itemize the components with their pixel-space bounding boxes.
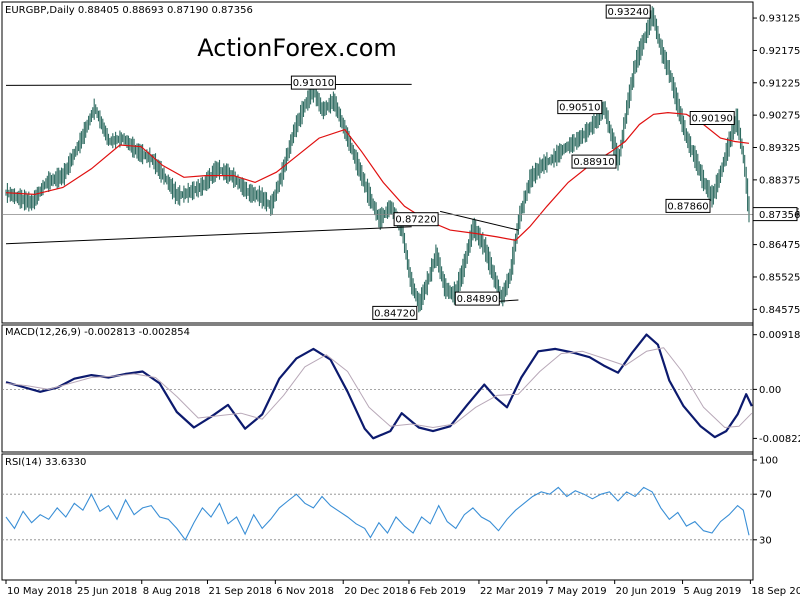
- level-label-box: [393, 212, 439, 227]
- level-label-box: [665, 198, 711, 213]
- level-label-box: [290, 75, 336, 90]
- price-tick-label: 0.90275: [759, 111, 800, 122]
- rsi-tick-label: 70: [759, 490, 772, 501]
- last-price-badge: [752, 207, 798, 222]
- level-label: 0.93240: [608, 7, 649, 18]
- x-tick-label: 21 Sep 2018: [208, 586, 271, 597]
- price-tick-label: 0.85525: [759, 273, 800, 284]
- macd-tick-label: -0.008225: [759, 434, 800, 445]
- x-tick-label: 5 Aug 2019: [684, 586, 742, 597]
- rsi-panel-title: RSI(14) 33.6330: [5, 457, 86, 468]
- x-tick-label: 7 May 2019: [548, 586, 607, 597]
- level-label-box: [557, 100, 603, 115]
- price-tick-label: 0.93125: [759, 14, 800, 25]
- price-tick-label: 0.88375: [759, 175, 800, 186]
- level-label-box: [689, 111, 735, 125]
- level-label-box: [605, 4, 651, 19]
- level-label-box: [372, 305, 418, 320]
- macd-tick-label: 0.009181: [759, 330, 800, 341]
- watermark: ActionForex.com: [197, 34, 397, 62]
- rsi-line: [5, 486, 750, 541]
- level-label: 0.87220: [395, 215, 436, 226]
- trend-line: [5, 83, 412, 86]
- level-label-box: [454, 291, 500, 306]
- price-panel-title: EURGBP,Daily 0.88405 0.88693 0.87190 0.8…: [5, 5, 253, 16]
- level-label-box: [571, 154, 617, 169]
- level-label: 0.87860: [667, 201, 708, 212]
- rsi-tick-label: 30: [759, 535, 772, 546]
- x-tick-label: 6 Nov 2018: [276, 586, 334, 597]
- level-label: 0.91010: [293, 78, 334, 89]
- macd-line: [5, 333, 753, 440]
- level-label: 0.90190: [692, 114, 733, 125]
- x-tick-label: 18 Sep 2019: [751, 586, 800, 597]
- rsi-panel-frame: [1, 453, 754, 581]
- price-tick-label: 0.92175: [759, 46, 800, 57]
- trend-line: [5, 226, 412, 245]
- last-price-label: 0.87356: [759, 210, 800, 221]
- macd-tick-label: 0.00: [759, 385, 781, 396]
- ma-line: [5, 111, 750, 241]
- level-label: 0.90510: [559, 103, 600, 114]
- x-tick-label: 8 Aug 2018: [143, 586, 201, 597]
- x-tick-label: 25 Jun 2018: [77, 586, 137, 597]
- signal-line: [5, 347, 753, 428]
- price-tick-label: 0.86475: [759, 240, 800, 251]
- x-tick-label: 22 Mar 2019: [480, 586, 543, 597]
- rsi-tick-label: 100: [759, 456, 778, 467]
- level-label: 0.88910: [573, 157, 614, 168]
- x-tick-label: 10 May 2018: [7, 586, 72, 597]
- macd-panel-title: MACD(12,26,9) -0.002813 -0.002854: [5, 327, 190, 338]
- x-tick-label: 6 Feb 2019: [410, 586, 466, 597]
- x-tick-label: 20 Dec 2018: [344, 586, 408, 597]
- x-tick-label: 20 Jun 2019: [616, 586, 676, 597]
- level-label: 0.84890: [457, 294, 498, 305]
- price-tick-label: 0.91225: [759, 78, 800, 89]
- level-label: 0.84720: [374, 308, 415, 319]
- price-tick-label: 0.84575: [759, 305, 800, 316]
- price-tick-label: 0.89325: [759, 143, 800, 154]
